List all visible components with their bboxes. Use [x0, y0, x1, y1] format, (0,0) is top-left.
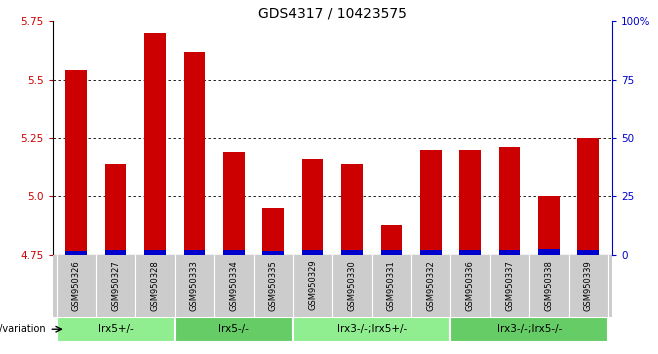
Text: GSM950335: GSM950335 — [268, 260, 278, 310]
Text: lrx3-/-;lrx5+/-: lrx3-/-;lrx5+/- — [336, 324, 407, 334]
Text: GSM950337: GSM950337 — [505, 260, 514, 311]
Bar — [341, 164, 363, 255]
Bar — [459, 250, 481, 255]
Bar — [420, 250, 442, 255]
Bar — [223, 152, 245, 255]
Text: lrx3-/-;lrx5-/-: lrx3-/-;lrx5-/- — [497, 324, 562, 334]
Bar — [144, 33, 166, 255]
Bar — [420, 150, 442, 255]
Bar — [380, 250, 402, 255]
Bar — [302, 250, 324, 255]
Text: GSM950331: GSM950331 — [387, 260, 396, 310]
Bar — [302, 159, 324, 255]
Title: GDS4317 / 10423575: GDS4317 / 10423575 — [258, 6, 407, 20]
Text: genotype/variation: genotype/variation — [0, 324, 46, 334]
Text: GSM950339: GSM950339 — [584, 260, 593, 310]
Bar — [341, 250, 363, 255]
Bar — [451, 317, 608, 342]
Bar — [499, 147, 520, 255]
Text: GSM950326: GSM950326 — [72, 260, 81, 310]
Bar — [57, 317, 175, 342]
Text: lrx5-/-: lrx5-/- — [218, 324, 249, 334]
Text: GSM950334: GSM950334 — [230, 260, 238, 310]
Text: GSM950332: GSM950332 — [426, 260, 435, 310]
Bar — [184, 52, 205, 255]
Bar — [175, 317, 293, 342]
Text: GSM950333: GSM950333 — [190, 260, 199, 311]
Bar — [144, 250, 166, 255]
Text: lrx5+/-: lrx5+/- — [98, 324, 134, 334]
Bar — [459, 150, 481, 255]
Text: GSM950329: GSM950329 — [308, 260, 317, 310]
Bar — [65, 70, 87, 255]
Bar — [578, 250, 599, 255]
Text: GSM950338: GSM950338 — [544, 260, 553, 311]
Text: GSM950327: GSM950327 — [111, 260, 120, 310]
Bar — [105, 250, 126, 255]
Bar — [65, 251, 87, 255]
Bar — [263, 208, 284, 255]
Text: GSM950330: GSM950330 — [347, 260, 357, 310]
Bar — [105, 164, 126, 255]
Bar — [223, 250, 245, 255]
Bar — [538, 249, 560, 255]
Bar — [578, 138, 599, 255]
Bar — [293, 317, 451, 342]
Text: GSM950336: GSM950336 — [466, 260, 474, 311]
Bar — [499, 250, 520, 255]
Bar — [184, 250, 205, 255]
Bar — [380, 224, 402, 255]
Bar — [263, 251, 284, 255]
Text: GSM950328: GSM950328 — [151, 260, 159, 310]
Bar — [538, 196, 560, 255]
